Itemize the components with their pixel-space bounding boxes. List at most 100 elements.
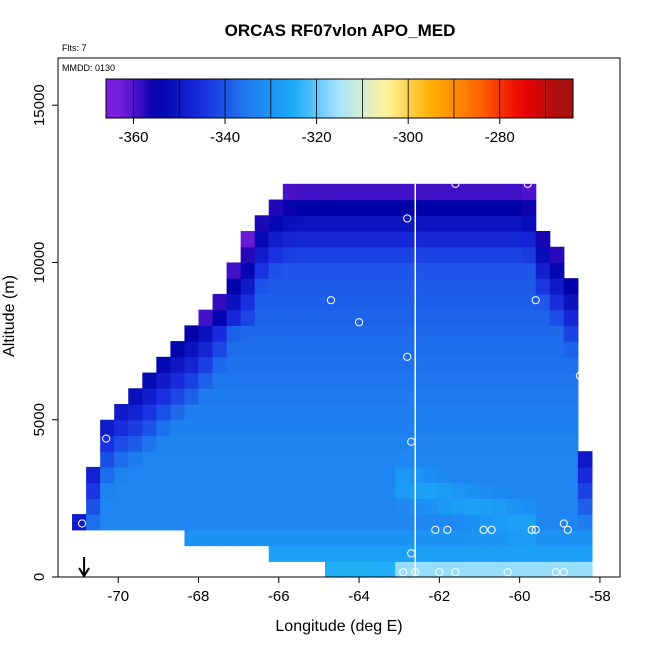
heatmap-cell xyxy=(353,341,368,358)
heatmap-cell xyxy=(493,215,509,232)
heatmap-cell xyxy=(549,278,565,295)
heatmap-cell xyxy=(212,529,228,547)
heatmap-cell xyxy=(535,529,551,547)
heatmap-cell xyxy=(381,514,396,531)
heatmap-cell xyxy=(381,215,396,232)
heatmap-cell xyxy=(535,372,551,389)
heatmap-cell xyxy=(451,514,467,531)
heatmap-cell xyxy=(324,561,340,578)
heatmap-cell xyxy=(535,435,551,452)
plot-frame xyxy=(57,57,621,578)
heatmap-cell xyxy=(535,309,551,326)
heatmap-cell xyxy=(563,372,579,389)
heatmap-cell xyxy=(395,215,410,232)
heatmap-cell xyxy=(226,388,242,405)
heatmap-cell xyxy=(198,451,214,468)
heatmap-cell xyxy=(170,498,186,515)
observation-point xyxy=(102,434,111,443)
heatmap-cell xyxy=(170,435,186,452)
heatmap-cell xyxy=(310,435,326,452)
heatmap-cell xyxy=(353,498,368,515)
heatmap-cell xyxy=(353,215,368,232)
heatmap-cell xyxy=(212,404,228,421)
heatmap-cell xyxy=(156,356,171,374)
heatmap-cell xyxy=(254,435,270,452)
heatmap-cell xyxy=(409,388,424,405)
heatmap-cell xyxy=(128,514,143,531)
observation-point xyxy=(403,352,412,361)
heatmap-cell xyxy=(367,514,382,531)
heatmap-cell xyxy=(339,514,354,531)
heatmap-cell xyxy=(535,498,551,515)
heatmap-cell xyxy=(395,372,410,389)
heatmap-cell xyxy=(465,325,481,342)
heatmap-cell xyxy=(563,293,579,311)
heatmap-cell xyxy=(353,278,368,295)
observation-point xyxy=(431,525,440,534)
heatmap-cell xyxy=(493,325,509,342)
heatmap-cell xyxy=(423,451,438,468)
heatmap-cell xyxy=(493,262,509,279)
heatmap-cell xyxy=(114,466,129,484)
heatmap-cell xyxy=(324,372,340,389)
heatmap-cell xyxy=(423,529,438,547)
heatmap-cell xyxy=(423,262,438,279)
heatmap-cell xyxy=(409,498,424,515)
heatmap-cell xyxy=(254,309,270,326)
heatmap-cell xyxy=(563,278,579,295)
heatmap-cell xyxy=(282,325,298,342)
heatmap-cell xyxy=(339,183,354,201)
heatmap-cell xyxy=(577,466,593,484)
heatmap-cell xyxy=(184,341,200,358)
heatmap-cell xyxy=(521,215,537,232)
heatmap-cell xyxy=(254,325,270,342)
heatmap-cell xyxy=(493,341,509,358)
heatmap-cell xyxy=(521,388,537,405)
heatmap-cell xyxy=(395,529,410,547)
arrow-marker xyxy=(78,557,90,578)
heatmap-cell xyxy=(395,388,410,405)
heatmap-cell xyxy=(296,466,312,484)
flights-note: Flts: 7 xyxy=(62,43,87,53)
heatmap-cell xyxy=(521,341,537,358)
heatmap-cell xyxy=(395,561,410,578)
heatmap-cell xyxy=(367,529,382,547)
heatmap-cell xyxy=(268,293,284,311)
heatmap-cell xyxy=(128,498,143,515)
heatmap-cell xyxy=(240,451,256,468)
heatmap-cell xyxy=(282,498,298,515)
heatmap-cell xyxy=(521,183,537,201)
heatmap-cell xyxy=(254,372,270,389)
heatmap-cell xyxy=(479,183,495,201)
heatmap-cell xyxy=(409,514,424,531)
heatmap-cell xyxy=(367,561,382,578)
heatmap-cell xyxy=(268,325,284,342)
heatmap-cell xyxy=(563,404,579,421)
heatmap-cell xyxy=(479,561,495,578)
heatmap-cell xyxy=(493,514,509,531)
heatmap-cell xyxy=(226,341,242,358)
heatmap-cell xyxy=(353,309,368,326)
observation-point xyxy=(407,437,416,446)
heatmap-cell xyxy=(465,372,481,389)
heatmap-cell xyxy=(381,356,396,374)
heatmap-cell xyxy=(310,404,326,421)
heatmap-cell xyxy=(296,183,312,201)
heatmap-cell xyxy=(451,231,467,248)
colorbar-band xyxy=(105,78,574,119)
heatmap-cell xyxy=(353,451,368,468)
heatmap-cell xyxy=(310,262,326,279)
heatmap-cell xyxy=(465,451,481,468)
heatmap-cell xyxy=(353,231,368,248)
heatmap-cell xyxy=(353,356,368,374)
y-tick-label: 5000 xyxy=(31,403,48,436)
heatmap-cell xyxy=(198,388,214,405)
heatmap-cell xyxy=(128,482,143,499)
heatmap-cell xyxy=(381,309,396,326)
observation-point xyxy=(563,525,572,534)
heatmap-cell xyxy=(451,293,467,311)
heatmap-cell xyxy=(367,341,382,358)
heatmap-cell xyxy=(310,231,326,248)
heatmap-cell xyxy=(212,356,228,374)
heatmap-cell xyxy=(549,246,565,264)
